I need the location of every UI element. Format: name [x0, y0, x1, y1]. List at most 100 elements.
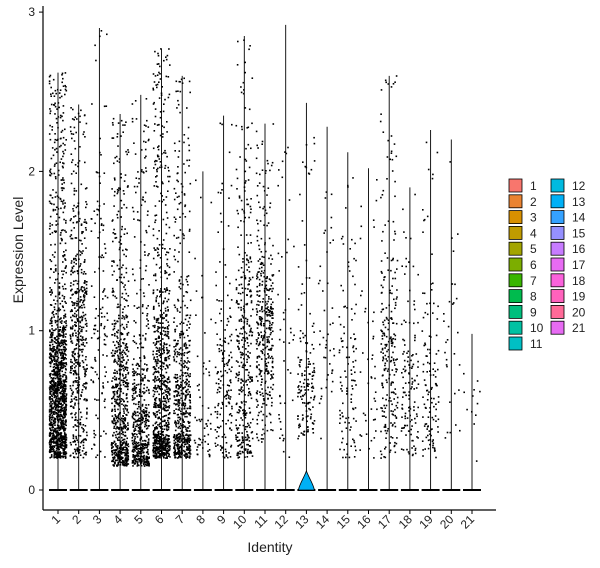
- data-point: [143, 462, 145, 465]
- data-point: [154, 446, 156, 449]
- data-point: [111, 397, 113, 400]
- data-point: [54, 408, 57, 411]
- data-point: [126, 429, 128, 431]
- data-point: [153, 381, 156, 383]
- data-point: [79, 454, 82, 456]
- data-point: [119, 423, 122, 426]
- data-point: [58, 282, 61, 284]
- data-point: [52, 438, 55, 441]
- data-point: [56, 454, 58, 457]
- data-point: [98, 267, 100, 270]
- data-point: [104, 295, 107, 297]
- data-point: [180, 385, 183, 387]
- data-point: [136, 373, 139, 375]
- data-point: [63, 408, 66, 411]
- data-point: [57, 447, 60, 450]
- data-point: [132, 389, 134, 392]
- data-point: [60, 348, 62, 351]
- data-point: [146, 427, 149, 429]
- data-point: [116, 264, 119, 267]
- data-point: [122, 357, 124, 359]
- data-point: [166, 131, 168, 133]
- data-point: [62, 288, 65, 290]
- data-point: [188, 412, 190, 415]
- data-point: [119, 372, 121, 375]
- data-point: [51, 418, 53, 421]
- data-point: [72, 293, 74, 296]
- data-point: [65, 340, 67, 342]
- data-point: [160, 375, 162, 377]
- data-point: [167, 309, 169, 311]
- data-point: [132, 426, 135, 428]
- data-point: [63, 270, 65, 272]
- data-point: [52, 350, 54, 353]
- data-point: [122, 433, 124, 436]
- data-point: [127, 331, 130, 334]
- data-point: [82, 344, 84, 346]
- data-point: [117, 189, 120, 191]
- data-point: [160, 447, 163, 449]
- data-point: [134, 436, 136, 438]
- data-point: [60, 407, 63, 409]
- data-point: [51, 339, 54, 342]
- data-point: [82, 338, 85, 341]
- data-point: [154, 273, 157, 275]
- data-point: [145, 125, 147, 127]
- data-point: [114, 449, 117, 452]
- data-point: [64, 313, 67, 316]
- data-point: [60, 340, 62, 342]
- data-point: [48, 133, 51, 135]
- data-point: [111, 380, 113, 382]
- data-point: [178, 456, 180, 459]
- data-point: [158, 371, 160, 374]
- data-point: [81, 232, 83, 235]
- data-point: [178, 286, 181, 288]
- data-point: [61, 340, 64, 342]
- data-point: [165, 356, 167, 359]
- data-point: [113, 393, 116, 395]
- data-point: [166, 441, 169, 444]
- data-point: [81, 252, 83, 255]
- data-point: [49, 428, 51, 430]
- data-point: [81, 328, 83, 331]
- data-point: [63, 350, 66, 353]
- data-point: [82, 447, 85, 449]
- data-point: [139, 417, 141, 420]
- data-point: [186, 442, 189, 445]
- data-point: [133, 440, 136, 443]
- data-point: [114, 414, 116, 416]
- data-point: [58, 380, 60, 382]
- data-point: [60, 422, 62, 424]
- data-point: [73, 258, 75, 261]
- data-point: [80, 441, 82, 444]
- data-point: [138, 219, 141, 222]
- data-point: [166, 330, 169, 333]
- data-point: [113, 177, 116, 179]
- data-point: [132, 451, 135, 453]
- data-point: [168, 169, 170, 172]
- data-point: [65, 322, 67, 324]
- data-point: [71, 118, 74, 120]
- data-point: [72, 210, 75, 212]
- data-point: [189, 401, 192, 404]
- data-point: [231, 407, 233, 410]
- data-point: [188, 361, 191, 363]
- data-point: [131, 439, 134, 442]
- data-point: [63, 362, 66, 364]
- data-point: [122, 408, 125, 410]
- data-point: [187, 452, 190, 454]
- data-point: [56, 383, 58, 385]
- data-point: [58, 329, 61, 331]
- data-point: [59, 377, 62, 380]
- data-point: [59, 400, 61, 402]
- data-point: [127, 411, 130, 414]
- data-point: [136, 211, 139, 213]
- data-point: [216, 299, 218, 301]
- data-point: [166, 395, 168, 397]
- data-point: [159, 343, 162, 345]
- data-point: [135, 371, 137, 373]
- data-point: [59, 114, 62, 117]
- data-point: [116, 433, 119, 436]
- data-point: [152, 448, 155, 451]
- data-point: [127, 427, 129, 430]
